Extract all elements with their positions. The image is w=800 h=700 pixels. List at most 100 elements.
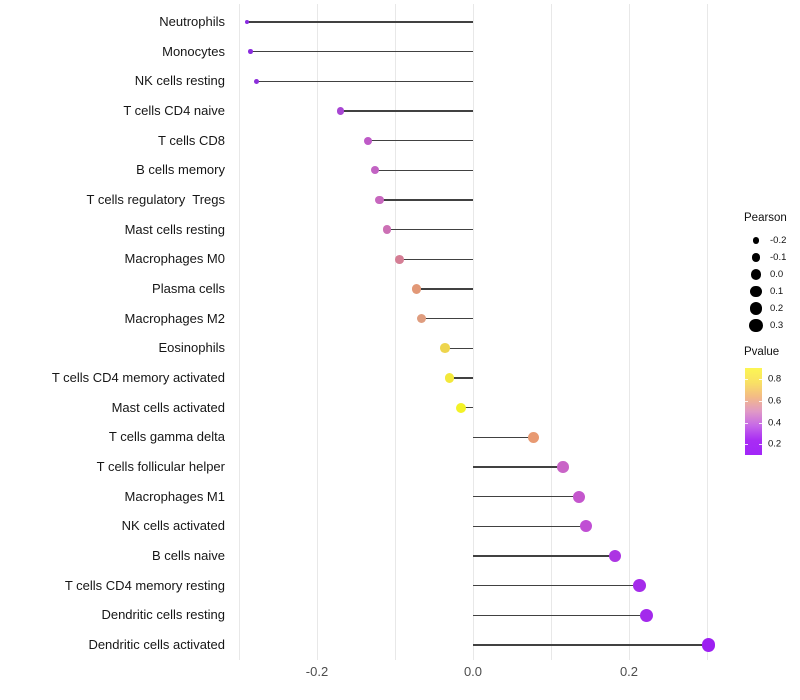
- lollipop-dot: [382, 225, 392, 234]
- colorbar-tick-mark: [759, 444, 762, 446]
- y-axis-label: T cells follicular helper: [96, 459, 225, 474]
- legend-dot-wrap: [744, 253, 768, 262]
- legend-pearson-item: 0.3: [744, 317, 787, 334]
- x-axis-tick-label: 0.2: [619, 664, 639, 679]
- lollipop-stem: [444, 347, 473, 350]
- y-axis-label: B cells memory: [136, 162, 225, 178]
- lollipop-dot: [608, 549, 622, 563]
- lollipop-stem: [250, 50, 473, 53]
- y-axis-label: Mast cells resting: [124, 221, 225, 237]
- lollipop-stem: [367, 139, 473, 142]
- legend-dot-wrap: [744, 269, 768, 280]
- lollipop-stem: [421, 317, 473, 320]
- pvalue-colorbar: [745, 368, 762, 455]
- legend-pearson-title: Pearson: [744, 212, 787, 224]
- gridline: [472, 4, 474, 660]
- legend-size-dot: [752, 237, 760, 244]
- lollipop-dot: [336, 107, 345, 115]
- legend-size-dot: [749, 318, 763, 333]
- lollipop-stem: [256, 80, 473, 83]
- lollipop-stem: [340, 110, 473, 112]
- legend-pearson-item: -0.2: [744, 232, 787, 249]
- lollipop-dot: [363, 136, 372, 145]
- lollipop-dot: [701, 638, 716, 652]
- gridline: [706, 4, 708, 660]
- legend-size-label: -0.1: [770, 252, 787, 263]
- legend-size-label: 0.1: [770, 286, 784, 297]
- y-axis-label: Plasma cells: [152, 281, 225, 296]
- lollipop-stem: [473, 466, 563, 468]
- x-axis-tick-label: -0.2: [305, 664, 329, 679]
- legend-dot-wrap: [744, 237, 768, 244]
- colorbar-tick-mark: [759, 422, 762, 424]
- lollipop-dot: [375, 195, 384, 205]
- lollipop-dot: [248, 49, 254, 54]
- lollipop-dot: [416, 314, 427, 324]
- y-axis-label: Neutrophils: [159, 14, 225, 29]
- lollipop-dot: [556, 461, 569, 473]
- gridline: [550, 4, 552, 660]
- colorbar-tick-label: 0.6: [768, 395, 782, 407]
- legend-pearson-item: -0.1: [744, 249, 787, 266]
- colorbar-tick-mark: [759, 378, 762, 380]
- pvalue-colorbar-wrap: 0.8 0.6 0.4 0.2: [744, 368, 800, 458]
- legend-dot-wrap: [744, 285, 768, 298]
- colorbar-tick-mark: [745, 444, 748, 446]
- legend-size-label: 0.2: [770, 303, 784, 314]
- lollipop-stem: [374, 169, 473, 172]
- lollipop-stem: [379, 199, 473, 201]
- lollipop-dot: [633, 579, 647, 593]
- lollipop-dot: [244, 19, 250, 25]
- y-axis-label: T cells CD4 memory resting: [64, 577, 225, 593]
- x-axis-tick-label: 0.0: [463, 664, 483, 679]
- colorbar-tick-mark: [759, 400, 762, 402]
- lollipop-dot: [640, 608, 654, 622]
- lollipop-dot: [412, 284, 422, 294]
- lollipop-stem: [416, 288, 473, 290]
- lollipop-stem: [399, 258, 473, 261]
- legend-dot-wrap: [744, 318, 768, 333]
- lollipop-dot: [440, 343, 450, 354]
- lollipop-stem: [473, 436, 534, 439]
- legend-size-label: 0.3: [770, 320, 784, 331]
- lollipop-dot: [253, 78, 259, 84]
- legend-dot-wrap: [744, 302, 768, 315]
- lollipop-stem: [449, 377, 473, 379]
- lollipop-stem: [246, 21, 473, 23]
- y-axis-label: Macrophages M2: [124, 310, 225, 326]
- legend-pearson: Pearson -0.2 -0.1 0.0 0.1 0.2 0.3: [744, 210, 787, 334]
- gridline: [316, 4, 318, 660]
- colorbar-tick-mark: [745, 422, 748, 424]
- lollipop-stem: [473, 525, 587, 528]
- gridline: [238, 4, 240, 660]
- y-axis-label: T cells CD4 naive: [123, 103, 225, 118]
- gridline: [628, 4, 630, 660]
- lollipop-stem: [473, 555, 615, 557]
- legend-pvalue: Pvalue 0.8 0.6 0.4 0.2: [744, 344, 800, 458]
- y-axis-label: B cells naive: [152, 548, 225, 563]
- lollipop-dot: [444, 373, 455, 383]
- colorbar-tick-label: 0.4: [768, 417, 782, 429]
- lollipop-stem: [473, 644, 709, 646]
- y-axis-label: Monocytes: [162, 43, 225, 59]
- colorbar-tick-label: 0.2: [768, 438, 782, 450]
- y-axis-label: Dendritic cells resting: [101, 607, 225, 623]
- legend-size-dot: [750, 285, 762, 298]
- y-axis-label: Macrophages M0: [124, 251, 225, 267]
- legend-size-dot: [750, 269, 762, 280]
- colorbar-tick-mark: [745, 378, 748, 380]
- legend-size-label: -0.2: [770, 235, 787, 246]
- colorbar-tick-label: 0.8: [768, 373, 782, 385]
- legend-size-label: 0.0: [770, 269, 784, 280]
- y-axis-label: Eosinophils: [158, 340, 226, 356]
- lollipop-dot: [573, 490, 586, 503]
- lollipop-stem: [473, 614, 647, 617]
- legend-pvalue-title: Pvalue: [744, 346, 780, 358]
- y-axis-label: T cells CD8: [158, 132, 225, 148]
- lollipop-stem: [460, 406, 473, 409]
- legend-pearson-item: 0.2: [744, 300, 787, 317]
- y-axis-label: T cells regulatory Tregs: [86, 192, 225, 207]
- lollipop-dot: [528, 431, 540, 443]
- lollipop-dot: [395, 254, 405, 264]
